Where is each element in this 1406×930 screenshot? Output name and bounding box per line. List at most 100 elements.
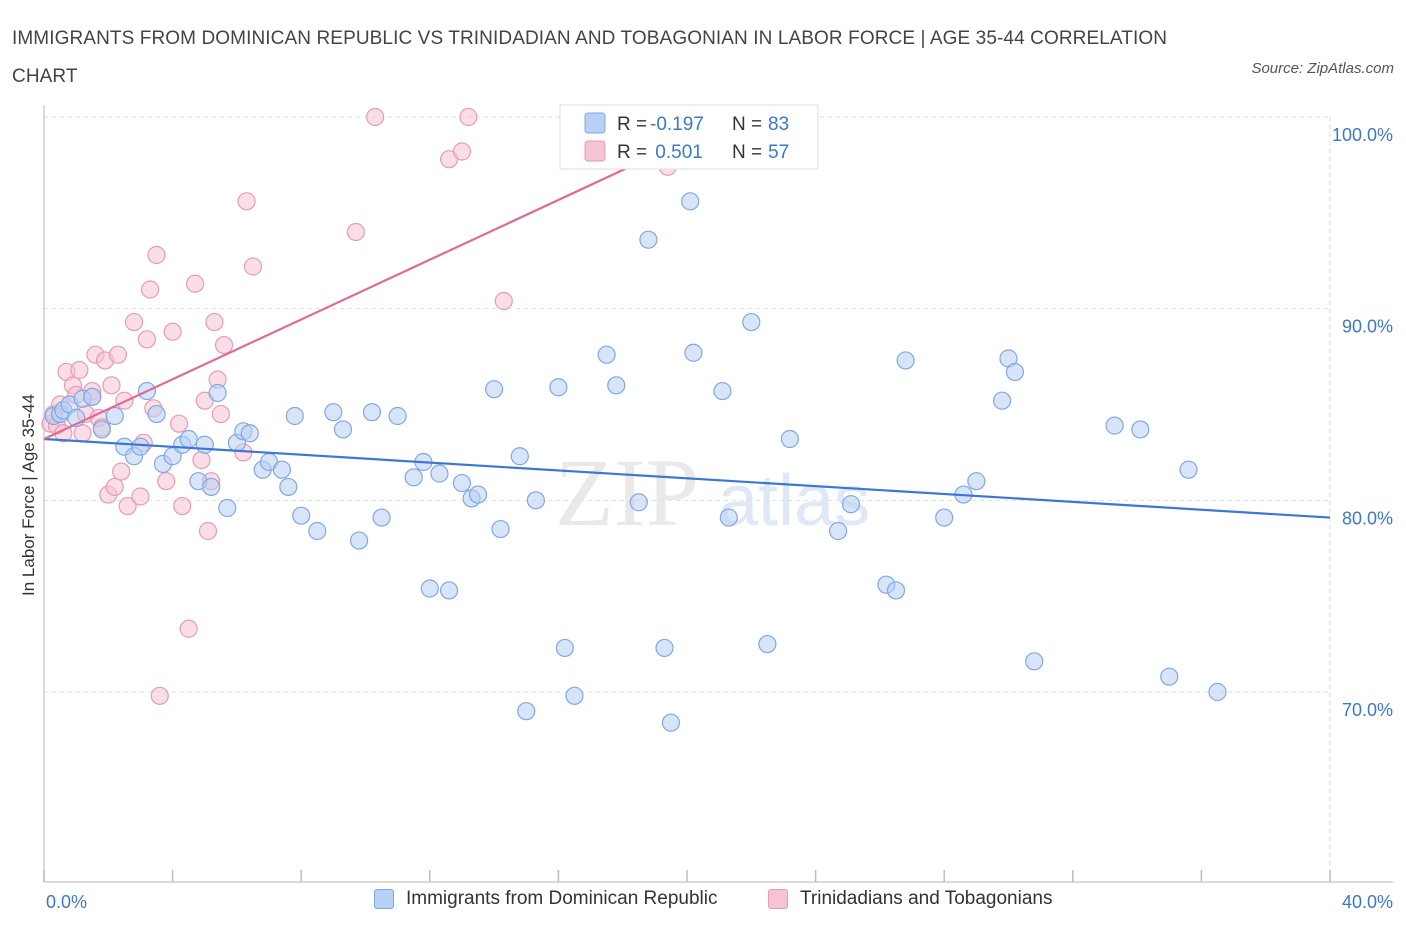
point-dominican <box>452 473 472 493</box>
point-dominican <box>629 493 648 512</box>
point-dominican <box>719 508 738 527</box>
r-value-trinidadian: 0.501 <box>650 142 703 163</box>
legend-item-dominican: Immigrants from Dominican Republic <box>374 888 718 910</box>
point-trinidadian <box>243 257 263 276</box>
point-dominican <box>1179 460 1198 479</box>
point-trinidadian <box>137 330 156 349</box>
point-dominican <box>485 380 504 399</box>
point-trinidadian <box>179 619 198 638</box>
point-dominican <box>285 406 304 426</box>
point-dominican <box>1025 652 1044 671</box>
x-tick-label-min: 0.0% <box>46 892 87 912</box>
point-dominican <box>292 506 311 525</box>
r-label-dominican: R = <box>617 114 647 135</box>
series-trinidadian-points <box>41 107 681 705</box>
point-dominican <box>517 702 536 721</box>
point-dominican <box>1160 667 1179 686</box>
legend-item-trinidadian: Trinidadians and Tobagonians <box>768 888 1052 910</box>
point-dominican <box>279 477 298 497</box>
point-trinidadian <box>118 496 137 516</box>
point-dominican <box>510 447 529 466</box>
x-tick-marks <box>43 870 1331 882</box>
point-trinidadian <box>102 376 121 395</box>
point-trinidadian <box>214 335 234 355</box>
point-dominican <box>655 638 674 658</box>
point-trinidadian <box>163 322 182 341</box>
trend-lines <box>43 146 1331 519</box>
point-dominican <box>430 464 449 483</box>
point-dominican <box>388 406 407 426</box>
point-trinidadian <box>108 345 128 364</box>
n-label-trinidadian: N = <box>732 142 762 163</box>
point-dominican <box>1208 682 1227 702</box>
point-dominican <box>491 519 510 539</box>
point-dominican <box>758 634 777 654</box>
point-dominican <box>308 521 327 541</box>
point-dominican <box>105 406 124 426</box>
point-trinidadian <box>112 462 131 481</box>
legend-swatch-trinidadian <box>584 140 606 162</box>
point-trinidadian <box>131 487 150 506</box>
point-dominican <box>597 345 616 364</box>
source-credit: Source: ZipAtlas.com <box>1251 60 1394 77</box>
point-dominican <box>372 508 391 527</box>
y-tick-label: 80.0% <box>1342 508 1393 528</box>
legend-swatch-trinidadian-bottom <box>768 889 788 909</box>
point-dominican <box>349 531 369 550</box>
point-dominican <box>272 460 292 479</box>
point-dominican <box>639 230 658 249</box>
point-dominican <box>661 713 681 732</box>
point-dominican <box>83 387 102 406</box>
point-dominican <box>992 391 1012 410</box>
point-dominican <box>1005 362 1025 382</box>
point-trinidadian <box>452 142 472 161</box>
point-dominican <box>404 468 423 487</box>
legend-label-trinidadian: Trinidadians and Tobagonians <box>800 888 1053 909</box>
point-dominican <box>886 581 906 600</box>
point-trinidadian <box>198 521 218 541</box>
point-dominican <box>195 435 214 454</box>
point-dominican <box>607 376 626 395</box>
point-dominican <box>92 420 111 439</box>
point-dominican <box>829 521 848 541</box>
point-trinidadian <box>105 477 124 497</box>
point-dominican <box>1105 416 1124 435</box>
axes <box>43 105 1393 883</box>
point-dominican <box>131 437 150 456</box>
point-trinidadian <box>124 312 144 332</box>
point-trinidadian <box>494 291 513 311</box>
point-trinidadian <box>237 192 256 211</box>
point-dominican <box>324 403 343 422</box>
y-tick-label: 100.0% <box>1332 125 1393 145</box>
point-trinidadian <box>459 107 478 127</box>
y-axis-label: In Labor Force | Age 35-44 <box>19 394 38 596</box>
point-trinidadian <box>205 312 224 332</box>
point-dominican <box>896 351 915 370</box>
point-dominican <box>555 638 574 658</box>
point-dominican <box>439 581 459 600</box>
point-dominican <box>681 192 700 211</box>
point-dominican <box>565 686 584 705</box>
point-dominican <box>713 381 732 401</box>
point-dominican <box>684 343 703 362</box>
point-trinidadian <box>192 450 211 470</box>
point-trinidadian <box>147 245 166 265</box>
point-dominican <box>420 579 439 598</box>
n-value-dominican: 83 <box>768 114 789 135</box>
point-dominican <box>179 429 198 449</box>
point-trinidadian <box>366 107 385 127</box>
point-dominican <box>240 424 259 443</box>
point-trinidadian <box>157 472 176 491</box>
point-dominican <box>780 429 799 449</box>
point-trinidadian <box>169 414 189 433</box>
point-dominican <box>935 508 954 527</box>
point-dominican <box>147 404 166 424</box>
legend-swatch-dominican <box>584 112 606 134</box>
series-legend: Immigrants from Dominican Republic Trini… <box>0 888 1406 918</box>
y-tick-labels: 70.0% 80.0% 90.0% 100.0% <box>1332 125 1393 720</box>
r-label-trinidadian: R = <box>617 142 647 163</box>
point-trinidadian <box>150 686 169 705</box>
point-dominican <box>333 420 353 439</box>
point-dominican <box>468 485 488 504</box>
